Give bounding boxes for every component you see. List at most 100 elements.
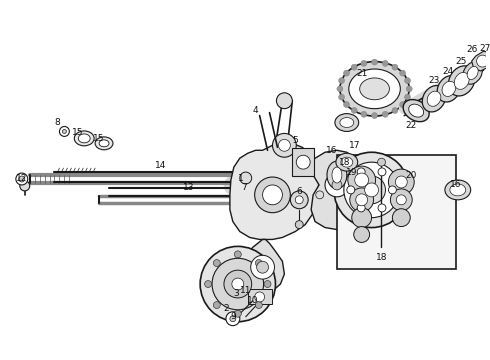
Circle shape	[234, 310, 241, 317]
Ellipse shape	[422, 86, 446, 112]
Text: 10: 10	[247, 296, 258, 305]
Circle shape	[357, 204, 365, 212]
Text: 13: 13	[182, 184, 194, 193]
Circle shape	[391, 189, 412, 211]
Circle shape	[251, 255, 274, 279]
Circle shape	[405, 78, 411, 84]
Text: 15: 15	[93, 134, 105, 143]
Circle shape	[339, 94, 344, 100]
Circle shape	[371, 113, 377, 118]
Circle shape	[405, 94, 411, 100]
Circle shape	[343, 70, 349, 76]
Circle shape	[257, 261, 269, 273]
Circle shape	[396, 195, 406, 205]
Text: 17: 17	[349, 141, 361, 150]
Ellipse shape	[403, 100, 429, 122]
Circle shape	[347, 186, 355, 194]
Circle shape	[406, 86, 412, 92]
Text: 16: 16	[450, 180, 462, 189]
Circle shape	[255, 177, 291, 213]
Circle shape	[276, 93, 293, 109]
Text: 5: 5	[293, 136, 298, 145]
Ellipse shape	[442, 81, 456, 96]
Ellipse shape	[340, 118, 354, 127]
Circle shape	[295, 196, 303, 204]
Circle shape	[272, 134, 296, 157]
Bar	[337, 155, 456, 269]
Circle shape	[378, 168, 386, 176]
Ellipse shape	[360, 78, 390, 100]
Ellipse shape	[409, 104, 424, 117]
Circle shape	[19, 176, 25, 182]
Ellipse shape	[463, 62, 482, 84]
Text: 19: 19	[346, 167, 358, 176]
Circle shape	[333, 161, 341, 169]
Circle shape	[334, 152, 409, 228]
Text: 22: 22	[406, 121, 417, 130]
Text: 9: 9	[230, 312, 236, 321]
Ellipse shape	[340, 62, 409, 116]
Ellipse shape	[454, 72, 469, 89]
Circle shape	[392, 108, 398, 113]
Circle shape	[365, 183, 378, 197]
Text: 7: 7	[241, 184, 246, 193]
Circle shape	[344, 162, 399, 218]
Text: 6: 6	[296, 188, 302, 197]
Ellipse shape	[327, 161, 347, 189]
Text: 11: 11	[240, 287, 251, 296]
Circle shape	[361, 111, 367, 117]
Circle shape	[325, 173, 349, 197]
Circle shape	[389, 169, 414, 195]
Text: 27: 27	[480, 44, 490, 53]
Circle shape	[278, 139, 291, 151]
Ellipse shape	[437, 76, 461, 102]
Text: 3: 3	[233, 289, 239, 298]
Circle shape	[382, 60, 388, 66]
Circle shape	[295, 221, 303, 229]
Circle shape	[296, 155, 310, 169]
Circle shape	[255, 292, 265, 302]
Circle shape	[213, 260, 220, 266]
Bar	[293, 148, 314, 176]
Circle shape	[212, 258, 264, 310]
Circle shape	[255, 302, 262, 309]
Ellipse shape	[336, 153, 358, 171]
Circle shape	[392, 64, 398, 70]
Text: 8: 8	[54, 118, 60, 127]
Circle shape	[234, 251, 241, 258]
Text: 4: 4	[253, 106, 258, 115]
Circle shape	[255, 260, 262, 266]
Circle shape	[400, 102, 406, 108]
Circle shape	[200, 246, 275, 322]
Circle shape	[351, 108, 357, 113]
Polygon shape	[311, 150, 359, 230]
Circle shape	[392, 209, 410, 226]
Ellipse shape	[74, 131, 94, 146]
Circle shape	[352, 208, 371, 228]
Circle shape	[357, 168, 365, 176]
Circle shape	[371, 59, 377, 65]
Circle shape	[226, 312, 240, 326]
Circle shape	[205, 280, 212, 288]
Circle shape	[291, 191, 308, 209]
Ellipse shape	[341, 157, 353, 167]
Bar	[248, 289, 272, 304]
Circle shape	[358, 176, 386, 204]
Circle shape	[232, 278, 244, 290]
Ellipse shape	[349, 69, 400, 109]
Circle shape	[477, 55, 489, 67]
Circle shape	[339, 78, 344, 84]
Polygon shape	[243, 239, 284, 293]
Text: 2: 2	[223, 304, 229, 313]
Ellipse shape	[335, 114, 359, 131]
Circle shape	[355, 173, 368, 187]
Text: 16: 16	[326, 146, 338, 155]
Circle shape	[378, 204, 386, 212]
Text: 14: 14	[155, 161, 166, 170]
Circle shape	[351, 64, 357, 70]
Circle shape	[389, 186, 396, 194]
Ellipse shape	[78, 134, 90, 143]
Circle shape	[332, 180, 342, 190]
Ellipse shape	[332, 167, 342, 183]
Circle shape	[224, 270, 252, 298]
